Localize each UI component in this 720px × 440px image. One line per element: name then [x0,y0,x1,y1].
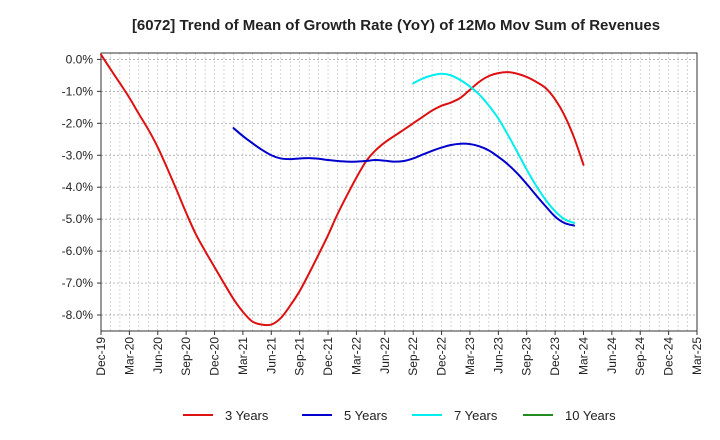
grid [100,53,698,331]
y-tick-label: -5.0% [62,212,94,226]
x-tick-label: Mar-20 [122,337,136,375]
series-line-7-years [412,72,576,224]
x-tick-labels: Dec-19 Mar-20 Jun-20 Sep-20 Dec-20 Mar-21 Jun-… [94,337,704,376]
plot-frame [100,52,698,332]
x-tick-label: Dec-22 [435,337,449,376]
legend-label-7-years: 7 Years [454,408,498,423]
y-tick-label: -4.0% [62,180,94,194]
y-tick-label: -2.0% [62,116,94,130]
x-tick-label: Jun-22 [378,337,392,374]
y-tick-label: 0.0% [66,52,94,66]
series-line-3-years [100,53,585,327]
y-tick-label: -3.0% [62,148,94,162]
y-tick-label: -1.0% [62,84,94,98]
legend-label-3-years: 3 Years [225,408,269,423]
legend: 3 Years 5 Years 7 Years 10 Years [183,408,616,423]
x-tick-label: Jun-23 [491,337,505,374]
x-tick-label: Mar-23 [463,337,477,375]
x-tick-label: Jun-20 [151,337,165,374]
y-tick-labels: 0.0% -1.0% -2.0% -3.0% -4.0% -5.0% -6.0% -7.0% -… [62,52,94,322]
series-lines [100,53,585,327]
x-tick-label: Dec-21 [321,337,335,376]
x-tick-label: Sep-23 [520,337,534,376]
x-tick-label: Dec-23 [548,337,562,376]
legend-label-5-years: 5 Years [344,408,388,423]
x-tick-label: Sep-21 [293,337,307,376]
x-tick-label: Dec-20 [208,337,222,376]
x-tick-label: Jun-24 [605,337,619,374]
y-tick-label: -6.0% [62,244,94,258]
x-tick-label: Mar-25 [690,337,704,375]
x-tick-label: Mar-21 [236,337,250,375]
chart-title: [6072] Trend of Mean of Growth Rate (YoY… [132,17,660,34]
axes [97,52,698,335]
x-tick-label: Sep-22 [406,337,420,376]
legend-label-10-years: 10 Years [565,408,616,423]
series-line-5-years [232,127,576,227]
y-tick-label: -8.0% [62,308,94,322]
x-tick-label: Sep-20 [179,337,193,376]
x-tick-label: Dec-24 [662,337,676,376]
x-tick-label: Sep-24 [633,337,647,376]
y-tick-label: -7.0% [62,276,94,290]
x-tick-label: Dec-19 [94,337,108,376]
x-tick-label: Jun-21 [264,337,278,374]
x-tick-label: Mar-24 [576,337,590,375]
x-tick-label: Mar-22 [349,337,363,375]
